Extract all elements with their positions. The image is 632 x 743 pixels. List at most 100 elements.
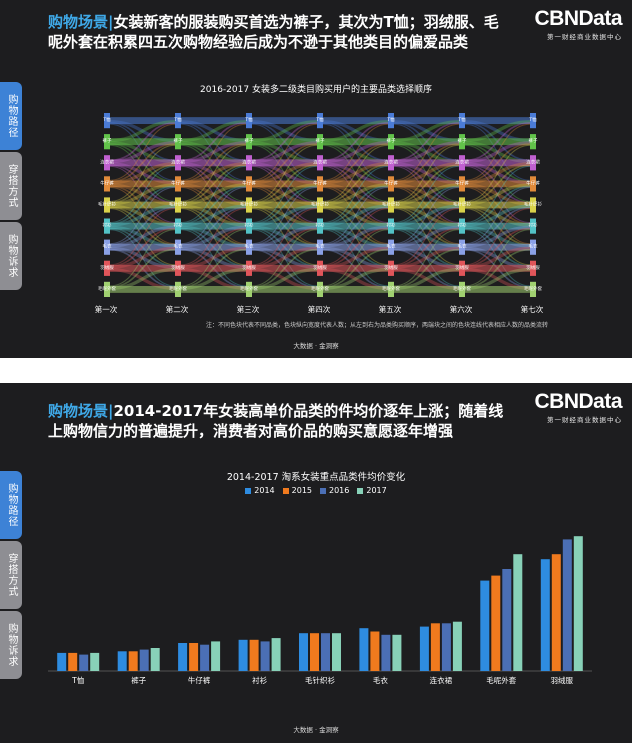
sankey-node-label: 毛衣 — [458, 243, 467, 250]
sankey-node — [175, 218, 181, 234]
sankey-node-label: 毛呢外套 — [311, 285, 329, 292]
chart-note: 注：不同色块代表不同品类，色块纵向宽度代表人数；从左到右为品类购买顺序，两端块之… — [206, 322, 549, 329]
sankey-link — [464, 143, 531, 183]
bar-2014 — [117, 651, 127, 671]
sankey-link — [180, 123, 247, 181]
sankey-link — [464, 227, 531, 267]
sankey-link — [464, 122, 531, 162]
sankey-node — [388, 155, 394, 171]
sankey-link — [322, 248, 389, 288]
sankey-link — [180, 165, 247, 224]
sankey-node-label: 毛衣 — [174, 243, 183, 250]
sankey-node-label: 裤子 — [529, 137, 538, 144]
sankey-node-label: 毛衣 — [529, 243, 538, 250]
sankey-link — [393, 144, 460, 202]
sankey-link — [180, 123, 247, 181]
sankey-link — [393, 164, 460, 204]
sankey-link — [109, 206, 176, 246]
sankey-node-label: 羽绒服 — [526, 264, 540, 271]
sankey-node — [104, 155, 110, 171]
sankey-link — [322, 143, 389, 183]
tab-shopping-needs[interactable]: 购物诉求 — [0, 611, 22, 679]
sankey-node — [175, 260, 181, 276]
sankey-node-label: 牛仔裤 — [384, 179, 398, 186]
bar-2015 — [430, 623, 440, 671]
legend-swatch — [357, 487, 364, 494]
sankey-node — [459, 239, 465, 255]
sankey-node — [530, 134, 536, 150]
sankey-link — [322, 229, 389, 287]
sankey-link — [251, 144, 318, 202]
sankey-link — [464, 144, 531, 202]
tab-shopping-needs[interactable]: 购物诉求 — [0, 222, 22, 290]
sankey-link — [393, 227, 460, 267]
sankey-link — [109, 208, 176, 266]
sankey-node — [317, 155, 323, 171]
sankey-link — [109, 164, 176, 204]
sankey-node — [317, 218, 323, 234]
sankey-node-label: 羽绒服 — [313, 264, 327, 271]
bar-2015 — [189, 643, 199, 671]
chart-legend: 2014 2015 2016 2017 — [0, 486, 632, 495]
category-label: T恤 — [71, 675, 85, 685]
brand-tagline: 第一财经商业数据中心 — [547, 416, 622, 424]
sankey-link — [322, 122, 389, 162]
sankey-link — [251, 185, 318, 225]
sankey-node-label: 衬衫 — [529, 222, 538, 229]
sankey-link — [109, 229, 176, 287]
sankey-link — [109, 144, 176, 202]
sankey-link — [180, 143, 247, 183]
sankey-node-label: 牛仔裤 — [455, 179, 469, 186]
bar-2014 — [480, 580, 490, 671]
sankey-node — [175, 176, 181, 192]
sankey-link — [109, 123, 176, 181]
tab-outfit-style[interactable]: 穿搭方式 — [0, 541, 22, 609]
sankey-node-label: T恤 — [386, 116, 395, 123]
sankey-node — [246, 113, 252, 129]
sankey-link — [322, 144, 389, 202]
sankey-node-label: 连衣裙 — [455, 158, 469, 165]
sankey-link — [322, 208, 389, 266]
sankey-link — [393, 248, 460, 288]
bar-2015 — [68, 652, 78, 671]
source-label: 大数据 · 金洞察 — [293, 726, 339, 734]
stage-label: 第六次 — [450, 304, 473, 314]
sankey-node — [246, 260, 252, 276]
sankey-node-label: 毛呢外套 — [453, 285, 471, 292]
sankey-node — [459, 176, 465, 192]
brand-logo: CBNData — [534, 390, 622, 413]
sankey-node-label: 连衣裙 — [100, 158, 114, 165]
sankey-node-label: 裤子 — [316, 137, 325, 144]
category-label: 牛仔裤 — [188, 675, 211, 685]
sankey-link — [251, 227, 318, 267]
sankey-link — [322, 165, 389, 224]
tab-shopping-path[interactable]: 购物路径 — [0, 471, 22, 539]
sankey-node-label: 连衣裙 — [171, 158, 185, 165]
sankey-node — [104, 260, 110, 276]
sankey-link — [109, 122, 176, 162]
sankey-link — [251, 208, 318, 266]
bar-2016 — [502, 569, 512, 671]
sankey-node-label: 裤子 — [103, 137, 112, 144]
sankey-node — [175, 155, 181, 171]
sankey-node-label: 毛针织衫 — [169, 201, 187, 208]
sankey-node-label: 连衣裙 — [242, 158, 256, 165]
sankey-link — [464, 208, 531, 266]
tab-outfit-style[interactable]: 穿搭方式 — [0, 152, 22, 220]
sankey-node-label: 牛仔裤 — [242, 179, 256, 186]
sankey-link — [251, 206, 318, 246]
sankey-node — [104, 176, 110, 192]
sankey-link — [109, 185, 176, 225]
chart-title: 2016-2017 女装多二级类目购买用户的主要品类选择顺序 — [200, 85, 432, 95]
sankey-node — [104, 218, 110, 234]
sankey-node-label: 毛针织衫 — [311, 201, 329, 208]
sankey-node — [459, 113, 465, 129]
sankey-link — [251, 165, 318, 224]
bar-2017 — [573, 536, 583, 671]
bar-2015 — [310, 633, 319, 671]
sankey-link — [322, 208, 389, 266]
tab-shopping-path[interactable]: 购物路径 — [0, 82, 22, 150]
sankey-link — [180, 248, 247, 288]
sankey-link — [464, 185, 531, 225]
